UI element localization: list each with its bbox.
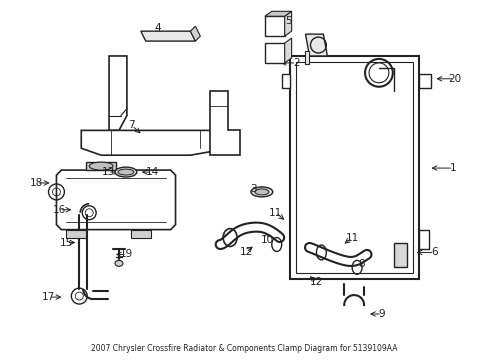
- Text: 20: 20: [447, 74, 460, 84]
- Text: 15: 15: [60, 238, 73, 248]
- Polygon shape: [281, 74, 289, 88]
- Text: 1: 1: [449, 163, 456, 173]
- Polygon shape: [393, 243, 406, 267]
- Polygon shape: [81, 130, 230, 155]
- Text: 16: 16: [53, 205, 66, 215]
- Polygon shape: [304, 51, 309, 64]
- Ellipse shape: [89, 162, 113, 170]
- Ellipse shape: [115, 260, 122, 266]
- Text: 6: 6: [430, 247, 437, 257]
- Text: 9: 9: [378, 309, 385, 319]
- Polygon shape: [284, 11, 291, 36]
- Text: 17: 17: [42, 292, 55, 302]
- Text: 8: 8: [357, 259, 364, 269]
- Ellipse shape: [118, 169, 134, 175]
- Polygon shape: [264, 11, 291, 16]
- Text: 12: 12: [239, 247, 252, 257]
- Text: 2: 2: [293, 58, 299, 68]
- Text: 11: 11: [268, 208, 282, 218]
- Text: 5: 5: [285, 16, 291, 26]
- Text: 14: 14: [146, 167, 159, 177]
- Polygon shape: [305, 34, 326, 56]
- Polygon shape: [264, 43, 284, 63]
- Text: 2007 Chrysler Crossfire Radiator & Components Clamp Diagram for 5139109AA: 2007 Chrysler Crossfire Radiator & Compo…: [91, 344, 397, 353]
- Bar: [66, 230, 86, 238]
- Text: 7: 7: [128, 121, 135, 130]
- Text: 13: 13: [101, 167, 115, 177]
- Ellipse shape: [250, 187, 272, 197]
- Polygon shape: [86, 162, 116, 170]
- Text: 19: 19: [120, 249, 133, 260]
- Ellipse shape: [115, 167, 137, 177]
- Polygon shape: [418, 230, 427, 249]
- Polygon shape: [264, 16, 284, 36]
- Polygon shape: [109, 56, 127, 130]
- Polygon shape: [190, 26, 200, 41]
- Polygon shape: [56, 170, 175, 230]
- Text: 18: 18: [30, 178, 43, 188]
- Text: 10: 10: [261, 234, 274, 244]
- Text: 4: 4: [154, 23, 161, 33]
- Text: 12: 12: [309, 277, 323, 287]
- Polygon shape: [284, 38, 291, 63]
- Text: 11: 11: [345, 233, 358, 243]
- Polygon shape: [210, 91, 240, 155]
- Ellipse shape: [254, 189, 268, 195]
- Polygon shape: [418, 74, 429, 88]
- Polygon shape: [141, 31, 195, 41]
- Bar: [131, 230, 150, 238]
- Text: 3: 3: [250, 184, 257, 194]
